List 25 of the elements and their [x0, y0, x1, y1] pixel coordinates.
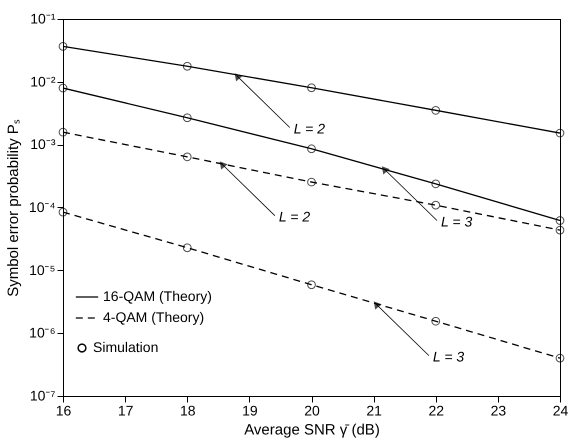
- y-tick-label: 10⁻³: [30, 136, 56, 152]
- x-tick-label: 18: [180, 402, 196, 418]
- x-tick-label: 23: [490, 402, 506, 418]
- y-axis-title: Symbol error probability Pₛ: [4, 119, 22, 297]
- y-tick-label: 10⁻⁷: [30, 388, 56, 404]
- x-tick-label: 20: [304, 402, 320, 418]
- legend-label: Simulation: [93, 339, 158, 355]
- x-tick-label: 16: [56, 402, 72, 418]
- x-tick-label: 19: [242, 402, 258, 418]
- y-tick-label: 10⁻¹: [30, 10, 56, 26]
- legend-label: 16-QAM (Theory): [103, 288, 212, 304]
- annotation: L = 2: [294, 120, 326, 136]
- x-tick-label: 24: [552, 402, 568, 418]
- x-tick-label: 21: [366, 402, 382, 418]
- y-tick-label: 10⁻⁶: [29, 324, 56, 341]
- x-axis-title: Average SNR γ̄ (dB): [244, 422, 380, 438]
- x-tick-label: 17: [118, 402, 134, 418]
- y-tick-label: 10⁻⁴: [28, 199, 56, 215]
- y-tick-label: 10⁻⁵: [29, 262, 56, 278]
- legend-label: 4-QAM (Theory): [103, 309, 204, 325]
- y-tick-label: 10⁻²: [30, 73, 56, 90]
- annotation: L = 2: [278, 208, 310, 225]
- x-tick-label: 22: [428, 402, 444, 418]
- annotation: L = 3: [432, 348, 464, 365]
- annotation: L = 3: [440, 214, 472, 230]
